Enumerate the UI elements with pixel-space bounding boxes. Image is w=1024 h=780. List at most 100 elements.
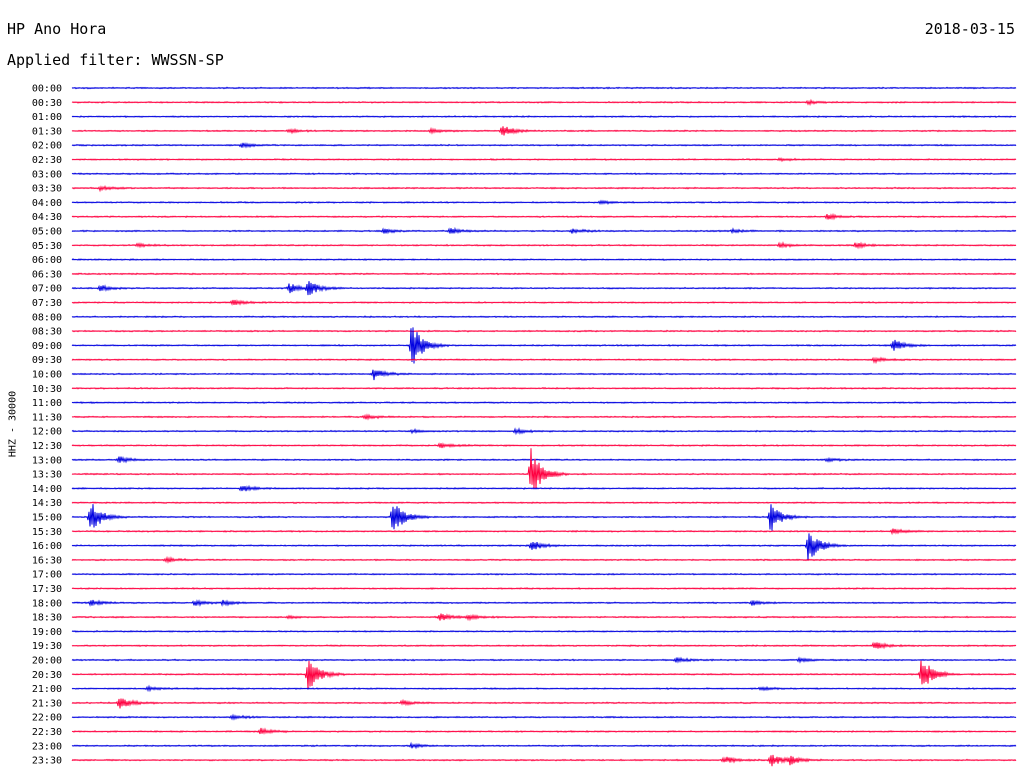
time-tick-label: 06:30 — [32, 269, 62, 280]
time-tick-label: 00:30 — [32, 98, 62, 109]
trace-row — [71, 356, 1017, 365]
trace-row — [71, 456, 1017, 464]
trace-row — [71, 329, 1017, 333]
seismic-traces — [71, 86, 1017, 767]
time-tick-label: 16:00 — [32, 541, 62, 552]
time-tick-labels: 00:00 00:30 01:00 01:30 02:00 02:30 03:00 03:30… — [32, 84, 62, 767]
trace-row — [71, 327, 1017, 364]
time-tick-label: 05:30 — [32, 241, 62, 252]
time-tick-label: 06:00 — [32, 255, 62, 266]
trace-row — [71, 281, 1017, 296]
time-tick-label: 23:30 — [32, 756, 62, 767]
trace-row — [71, 258, 1017, 262]
time-tick-label: 18:30 — [32, 613, 62, 624]
trace-row — [71, 199, 1017, 206]
time-tick-label: 13:30 — [32, 470, 62, 481]
time-tick-label: 22:00 — [32, 713, 62, 724]
time-tick-label: 09:00 — [32, 341, 62, 352]
time-tick-label: 08:00 — [32, 312, 62, 323]
time-tick-label: 10:00 — [32, 370, 62, 381]
time-tick-label: 12:30 — [32, 441, 62, 452]
time-tick-label: 18:00 — [32, 598, 62, 609]
time-tick-label: 04:30 — [32, 212, 62, 223]
trace-row — [71, 484, 1017, 492]
trace-row — [71, 533, 1017, 561]
time-tick-label: 12:00 — [32, 427, 62, 438]
trace-row — [71, 656, 1017, 664]
trace-row — [71, 98, 1017, 106]
trace-row — [71, 427, 1017, 436]
trace-row — [71, 501, 1017, 505]
time-tick-label: 11:30 — [32, 412, 62, 423]
time-tick-label: 21:00 — [32, 684, 62, 695]
time-tick-label: 13:00 — [32, 455, 62, 466]
time-tick-label: 01:30 — [32, 126, 62, 137]
trace-row — [71, 299, 1017, 306]
trace-row — [71, 272, 1017, 276]
station-title: HP Ano Hora — [7, 20, 107, 38]
date-label: 2018-03-15 — [924, 20, 1015, 38]
trace-row — [71, 504, 1017, 531]
trace-row — [71, 185, 1017, 193]
time-tick-label: 05:00 — [32, 227, 62, 238]
trace-row — [71, 528, 1017, 536]
trace-row — [71, 126, 1017, 136]
time-tick-label: 11:00 — [32, 398, 62, 409]
time-tick-label: 17:00 — [32, 570, 62, 581]
trace-row — [71, 572, 1017, 576]
time-tick-label: 21:30 — [32, 698, 62, 709]
trace-row — [71, 684, 1017, 693]
time-tick-label: 19:00 — [32, 627, 62, 638]
trace-row — [71, 586, 1017, 590]
trace-row — [71, 713, 1017, 721]
time-tick-label: 22:30 — [32, 727, 62, 738]
trace-row — [71, 142, 1017, 149]
trace-row — [71, 448, 1017, 489]
time-tick-label: 02:30 — [32, 155, 62, 166]
trace-row — [71, 401, 1017, 405]
time-tick-label: 03:00 — [32, 169, 62, 180]
trace-row — [71, 172, 1017, 176]
trace-row — [71, 386, 1017, 390]
time-tick-label: 04:00 — [32, 198, 62, 209]
trace-row — [71, 226, 1017, 235]
time-tick-label: 10:30 — [32, 384, 62, 395]
trace-row — [71, 698, 1017, 709]
time-tick-label: 14:30 — [32, 498, 62, 509]
trace-row — [71, 741, 1017, 750]
trace-row — [71, 442, 1017, 449]
trace-row — [71, 727, 1017, 735]
time-tick-label: 16:30 — [32, 555, 62, 566]
trace-row — [71, 555, 1017, 564]
time-tick-label: 17:30 — [32, 584, 62, 595]
filter-label: Applied filter: WWSSN-SP — [7, 51, 224, 69]
time-tick-label: 20:30 — [32, 670, 62, 681]
trace-row — [71, 599, 1017, 607]
trace-row — [71, 629, 1017, 633]
time-tick-label: 15:30 — [32, 527, 62, 538]
trace-row — [71, 369, 1017, 381]
trace-row — [71, 660, 1017, 690]
time-tick-label: 14:00 — [32, 484, 62, 495]
time-tick-label: 07:30 — [32, 298, 62, 309]
time-tick-label: 02:00 — [32, 141, 62, 152]
trace-row — [71, 241, 1017, 250]
trace-row — [71, 641, 1017, 650]
time-tick-label: 23:00 — [32, 741, 62, 752]
time-tick-label: 01:00 — [32, 112, 62, 123]
time-tick-label: 07:00 — [32, 284, 62, 295]
trace-row — [71, 86, 1017, 90]
time-tick-label: 03:30 — [32, 184, 62, 195]
time-tick-label: 08:30 — [32, 327, 62, 338]
time-tick-label: 20:00 — [32, 656, 62, 667]
time-tick-label: 00:00 — [32, 84, 62, 95]
trace-row — [71, 613, 1017, 622]
trace-row — [71, 157, 1017, 163]
time-tick-label: 15:00 — [32, 513, 62, 524]
trace-row — [71, 413, 1017, 421]
trace-row — [71, 115, 1017, 119]
trace-row — [71, 315, 1017, 319]
trace-row — [71, 212, 1017, 221]
time-tick-label: 09:30 — [32, 355, 62, 366]
